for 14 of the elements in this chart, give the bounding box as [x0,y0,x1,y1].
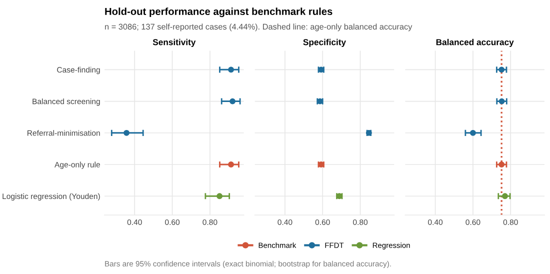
chart-title: Balanced accuracy [436,38,514,47]
chart-title: Specificity [303,38,346,47]
text: n = 3086; 137 self-reported cases (4.44%). Dashed line: age-only balanced accuracy [105,24,412,32]
point [470,130,476,136]
point [228,162,234,168]
point [124,130,130,136]
point [228,66,234,73]
text: Hold-out performance against benchmark rules [105,8,332,18]
point [216,193,222,200]
point [230,98,236,104]
point [498,66,505,73]
point [502,193,508,200]
chart-title: Sensitivity [152,38,196,47]
point [498,98,505,104]
